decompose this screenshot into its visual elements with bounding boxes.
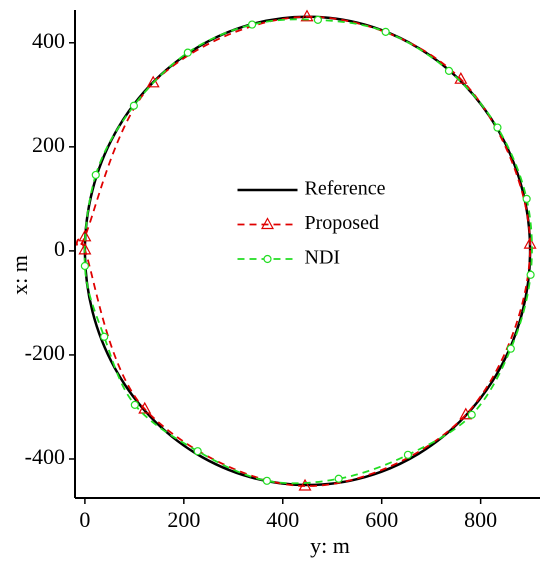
legend-label: NDI <box>305 247 341 269</box>
x-axis-label: y: m <box>310 533 350 558</box>
marker <box>381 27 390 36</box>
marker <box>183 48 192 57</box>
marker <box>138 401 152 414</box>
x-tick-label: 200 <box>167 507 200 532</box>
legend-marker <box>260 217 275 230</box>
y-tick-label: 200 <box>32 132 65 157</box>
marker <box>130 400 139 409</box>
marker <box>526 270 535 279</box>
marker <box>91 170 100 180</box>
marker <box>129 101 138 110</box>
x-tick-label: 400 <box>266 507 299 532</box>
marker <box>300 9 314 22</box>
marker <box>523 236 537 249</box>
marker <box>444 66 454 75</box>
legend-marker <box>263 254 272 264</box>
y-tick-label: 400 <box>32 28 65 53</box>
x-tick-label: 0 <box>79 507 90 532</box>
marker <box>80 261 89 271</box>
marker <box>193 447 202 456</box>
marker <box>100 332 109 341</box>
marker <box>313 15 322 24</box>
marker <box>506 344 515 353</box>
marker <box>146 75 160 88</box>
marker <box>334 474 343 483</box>
marker <box>247 20 257 29</box>
legend-label: Proposed <box>305 212 379 234</box>
x-tick-label: 800 <box>464 507 497 532</box>
marker <box>403 450 413 459</box>
y-axis-label: x: m <box>7 255 32 295</box>
y-tick-label: -200 <box>25 340 65 365</box>
x-tick-label: 600 <box>365 507 398 532</box>
marker <box>467 410 476 419</box>
y-tick-label: -400 <box>25 444 65 469</box>
marker <box>298 478 312 491</box>
marker <box>78 242 92 255</box>
marker <box>262 476 272 485</box>
marker <box>78 229 92 242</box>
legend-label: Reference <box>305 178 386 200</box>
marker <box>522 194 531 203</box>
marker <box>493 123 502 132</box>
y-tick-label: 0 <box>54 236 65 261</box>
